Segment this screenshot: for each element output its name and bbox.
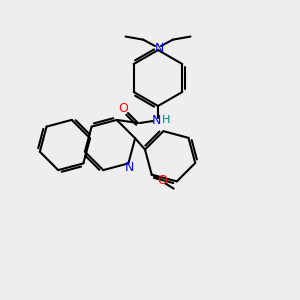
Text: H: H [162,115,170,125]
Text: O: O [157,174,167,187]
Text: N: N [125,161,134,174]
Text: O: O [118,103,128,116]
Text: N: N [151,113,161,127]
Text: N: N [154,41,164,55]
